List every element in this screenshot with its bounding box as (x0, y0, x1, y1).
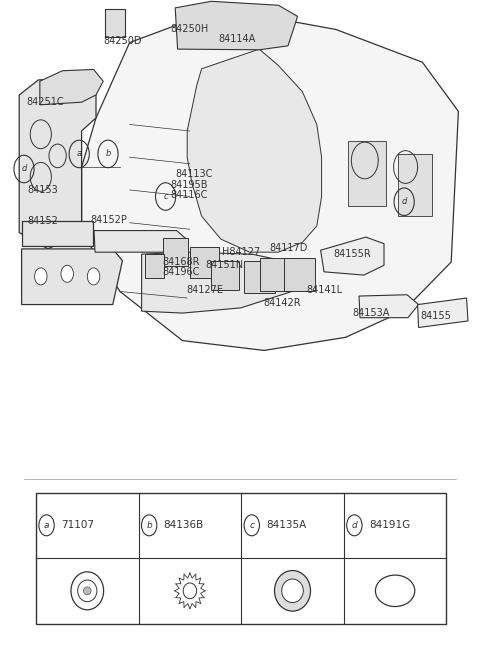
Text: 84113C: 84113C (175, 169, 213, 179)
Polygon shape (359, 295, 419, 318)
Polygon shape (418, 298, 468, 328)
Text: 84152P: 84152P (90, 215, 127, 225)
Bar (105, 9, 125, 37)
Polygon shape (40, 69, 103, 105)
Text: 84127E: 84127E (186, 284, 223, 295)
Ellipse shape (282, 579, 303, 603)
Text: 84250H: 84250H (170, 24, 209, 34)
Polygon shape (94, 231, 186, 252)
Text: 84136B: 84136B (164, 520, 204, 531)
Bar (211, 261, 239, 290)
Text: 84168R: 84168R (162, 257, 200, 267)
Text: c: c (249, 521, 254, 530)
Bar (36, 493, 446, 624)
Text: 84142R: 84142R (263, 297, 300, 308)
Text: 84251C: 84251C (26, 96, 64, 107)
Text: d: d (401, 197, 407, 206)
Polygon shape (19, 79, 96, 249)
Polygon shape (321, 237, 384, 275)
Bar (348, 141, 386, 206)
Bar (284, 258, 315, 291)
Polygon shape (175, 1, 298, 50)
Text: 84116C: 84116C (170, 190, 208, 200)
Text: d: d (351, 521, 357, 530)
Text: 84114A: 84114A (218, 34, 256, 45)
Text: 84155: 84155 (420, 310, 451, 321)
Text: 84153A: 84153A (353, 308, 390, 318)
Bar (260, 258, 293, 291)
Ellipse shape (84, 587, 91, 595)
Text: 84151N: 84151N (205, 259, 243, 270)
Polygon shape (22, 249, 122, 305)
Circle shape (35, 268, 47, 285)
Text: c: c (163, 192, 168, 201)
Text: 84152: 84152 (28, 216, 59, 227)
Ellipse shape (78, 580, 97, 601)
Bar (163, 238, 188, 266)
Text: d: d (21, 164, 27, 174)
Polygon shape (142, 252, 308, 313)
Text: 84155R: 84155R (334, 249, 372, 259)
Bar (145, 254, 164, 278)
Ellipse shape (183, 583, 197, 599)
Text: 71107: 71107 (61, 520, 94, 531)
Text: 84195B: 84195B (170, 179, 208, 190)
Bar (398, 154, 432, 216)
Ellipse shape (275, 571, 311, 611)
Text: 84196C: 84196C (162, 267, 200, 277)
Polygon shape (187, 49, 322, 252)
Text: 84153: 84153 (28, 185, 59, 195)
Text: 84135A: 84135A (266, 520, 306, 531)
Bar (22, 221, 93, 246)
Circle shape (87, 268, 100, 285)
Polygon shape (82, 16, 458, 350)
Text: 84141L: 84141L (306, 284, 342, 295)
Text: b: b (146, 521, 152, 530)
Text: b: b (105, 149, 111, 159)
Text: 84191G: 84191G (369, 520, 410, 531)
Text: H84127: H84127 (222, 247, 260, 257)
Text: a: a (77, 149, 82, 159)
Text: a: a (44, 521, 49, 530)
Bar (190, 247, 219, 278)
Circle shape (61, 265, 73, 282)
Text: 84250D: 84250D (103, 35, 142, 46)
Text: 84117D: 84117D (270, 242, 308, 253)
Bar (244, 261, 275, 293)
